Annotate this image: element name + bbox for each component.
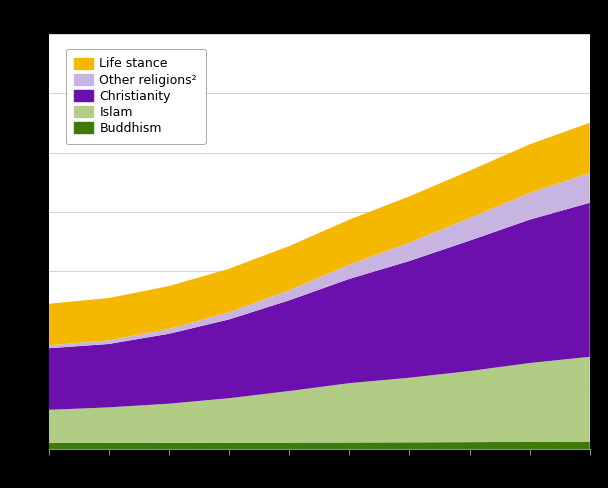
Legend: Life stance, Other religions², Christianity, Islam, Buddhism: Life stance, Other religions², Christian… [66,49,206,143]
